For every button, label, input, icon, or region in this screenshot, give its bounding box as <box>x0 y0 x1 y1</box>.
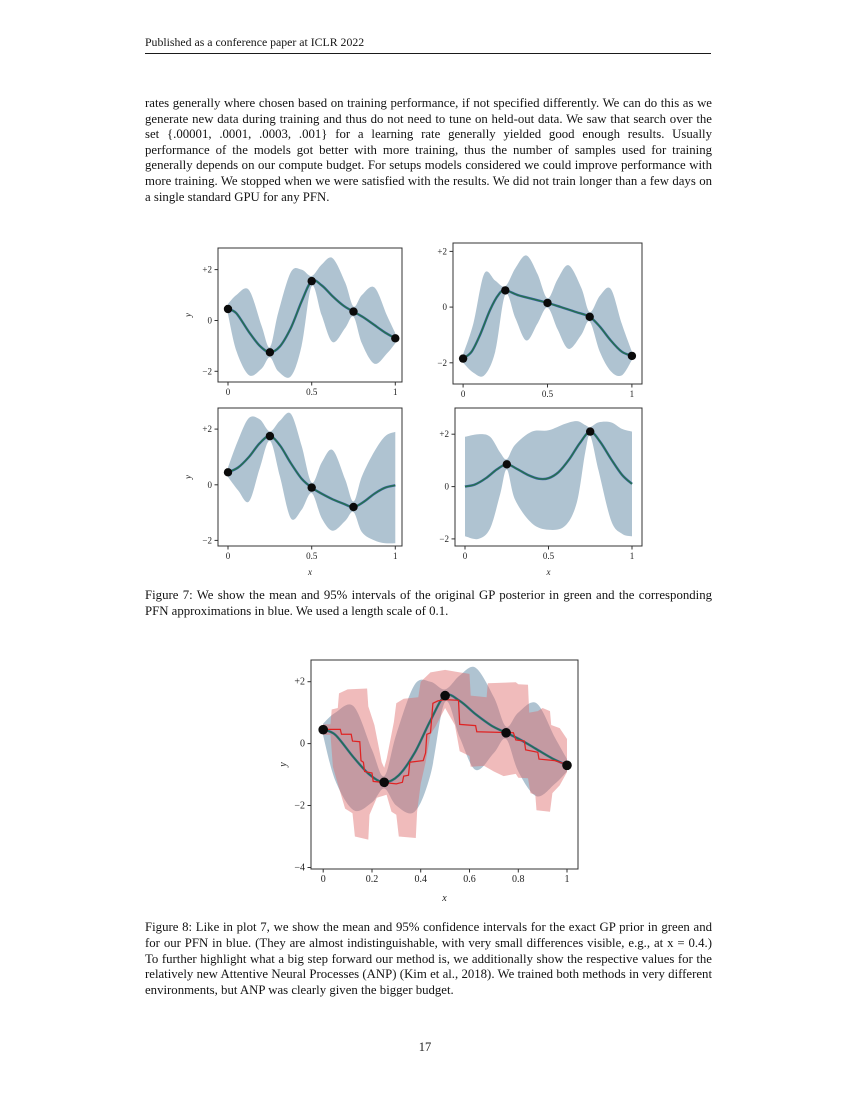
gp-mean-line <box>464 430 633 488</box>
fig7-top-left-svg: 0 0.5 1 +2 0 −2 y <box>183 247 403 397</box>
data-point <box>627 351 637 361</box>
pfn-confidence-band <box>463 255 632 377</box>
x-axis-label: x <box>307 567 312 577</box>
data-point <box>223 304 233 314</box>
data-point <box>586 427 595 436</box>
x-tick-label: 0.5 <box>306 387 318 397</box>
x-axis-label: x <box>441 893 447 904</box>
data-point <box>543 298 552 308</box>
y-tick-label: −2 <box>439 534 449 544</box>
data-point <box>391 334 400 343</box>
y-axis-label: y <box>183 475 193 480</box>
figure7-plot-bottom-right: 0 0.5 1 +2 0 −2 x <box>420 402 644 578</box>
y-tick-label: +2 <box>202 424 212 434</box>
data-point <box>501 286 510 295</box>
data-point <box>307 483 316 492</box>
x-tick-label: 0 <box>461 389 466 399</box>
page-number: 17 <box>418 1040 432 1054</box>
y-tick-label: 0 <box>445 482 450 492</box>
anp-mean-line <box>323 698 568 785</box>
x-tick-label: 0 <box>226 387 231 397</box>
plot-frame <box>217 407 403 547</box>
gp-mean-line <box>462 289 633 360</box>
data-point <box>379 777 389 788</box>
figure7-plot-top-left: 0 0.5 1 +2 0 −2 y <box>183 242 405 404</box>
y-tick-label: −2 <box>437 358 447 368</box>
x-tick-label: 1 <box>630 551 635 561</box>
running-header: Published as a conference paper at ICLR … <box>145 35 365 49</box>
fig8-svg: 0 0.2 0.4 0.6 0.8 1 +2 0 −2 −4 x y <box>278 659 579 904</box>
data-point <box>349 307 358 316</box>
anp-confidence-band <box>323 669 567 840</box>
pfn-confidence-band <box>323 666 567 814</box>
data-point <box>502 460 511 469</box>
data-point <box>458 354 468 363</box>
data-point <box>501 728 511 738</box>
y-tick-label: +2 <box>439 429 449 439</box>
data-point <box>223 468 233 477</box>
x-tick-label: 0.5 <box>543 551 555 561</box>
plot-frame <box>310 659 579 870</box>
figure8-plot: 0 0.2 0.4 0.6 0.8 1 +2 0 −2 −4 x y <box>278 656 600 904</box>
x-tick-label: 1 <box>393 387 398 397</box>
figure7-plot-top-right: 0 0.5 1 +2 0 −2 <box>418 237 644 405</box>
y-tick-label: 0 <box>443 302 448 312</box>
data-point <box>562 760 572 771</box>
figure8-caption: Figure 8: Like in plot 7, we show the me… <box>145 920 712 998</box>
figure7-caption: Figure 7: We show the mean and 95% inter… <box>145 588 712 618</box>
x-tick-label: 0 <box>321 874 326 885</box>
x-tick-label: 0 <box>226 551 231 561</box>
data-point <box>440 690 450 701</box>
figure7-plot-bottom-left: 0 0.5 1 +2 0 −2 x y <box>183 402 405 578</box>
y-tick-label: −2 <box>202 535 212 545</box>
pfn-confidence-band <box>228 257 396 378</box>
y-tick-label: −4 <box>294 863 305 874</box>
x-tick-label: 1 <box>393 551 398 561</box>
x-tick-label: 0.8 <box>512 874 525 885</box>
plot-frame <box>217 247 403 383</box>
y-tick-label: 0 <box>300 739 305 750</box>
y-axis-label: y <box>278 762 289 768</box>
y-tick-label: −2 <box>202 366 212 376</box>
body-paragraph: rates generally where chosen based on tr… <box>145 96 712 204</box>
x-tick-label: 0.2 <box>366 874 379 885</box>
y-tick-label: +2 <box>294 677 305 688</box>
data-point <box>265 431 275 441</box>
pfn-confidence-band <box>465 421 632 540</box>
header-rule <box>145 53 711 54</box>
y-tick-label: 0 <box>208 316 213 326</box>
y-tick-label: +2 <box>437 246 447 256</box>
x-tick-label: 1 <box>630 389 635 399</box>
y-tick-label: +2 <box>202 265 212 275</box>
x-tick-label: 0.5 <box>542 389 554 399</box>
fig7-top-right-svg: 0 0.5 1 +2 0 −2 <box>437 242 643 399</box>
data-point <box>349 502 358 512</box>
data-point <box>318 724 328 735</box>
x-tick-label: 1 <box>565 874 570 885</box>
x-tick-label: 0 <box>463 551 468 561</box>
data-point <box>265 348 275 357</box>
y-tick-label: 0 <box>208 480 213 490</box>
x-tick-label: 0.6 <box>463 874 476 885</box>
data-point <box>585 312 594 321</box>
data-point <box>307 276 316 286</box>
x-tick-label: 0.4 <box>414 874 427 885</box>
y-tick-label: −2 <box>294 801 305 812</box>
pfn-confidence-band <box>228 412 396 544</box>
x-tick-label: 0.5 <box>306 551 318 561</box>
fig7-bottom-right-svg: 0 0.5 1 +2 0 −2 x <box>439 407 643 577</box>
x-axis-label: x <box>546 567 551 577</box>
y-axis-label: y <box>183 313 193 318</box>
fig7-bottom-left-svg: 0 0.5 1 +2 0 −2 x y <box>183 407 403 577</box>
